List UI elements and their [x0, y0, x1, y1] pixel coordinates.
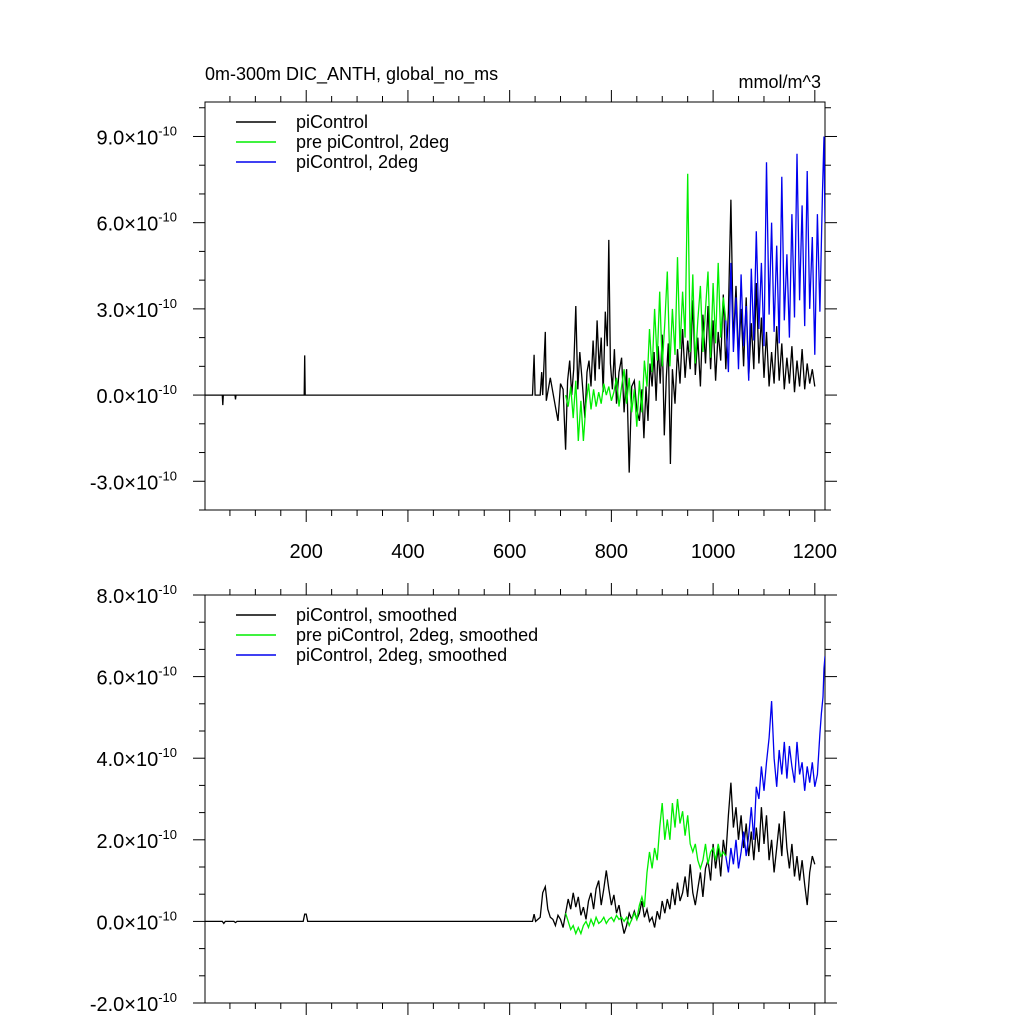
plot-frame [204, 101, 826, 511]
x-tick-label: 600 [493, 541, 526, 563]
y-tick-label: -2.0×10-10 [90, 990, 177, 1016]
y-tick-label: 8.0×10-10 [96, 582, 177, 608]
y-tick-label: 0.0×10-10 [96, 908, 177, 934]
y-tick-label: 3.0×10-10 [96, 296, 177, 322]
legend-label: piControl, 2deg [296, 152, 418, 172]
x-tick-label: 200 [290, 541, 323, 563]
legend-label: piControl, smoothed [296, 605, 457, 625]
units-label: mmol/m^3 [739, 72, 821, 92]
y-tick-label: 0.0×10-10 [96, 382, 177, 408]
series-line-2 [564, 798, 727, 936]
legend-label: pre piControl, 2deg, smoothed [296, 625, 538, 645]
legend-label: pre piControl, 2deg [296, 132, 449, 152]
y-tick-label: 6.0×10-10 [96, 210, 177, 236]
x-tick-label: 400 [391, 541, 424, 563]
bottom-panel: -2.0×10-10 0.0×10-10 2.0×10-10 4.0×10-10 6.0… [90, 582, 837, 1016]
series-line-3 [725, 136, 825, 381]
series-line-2 [564, 173, 727, 442]
legend-label: piControl [296, 112, 368, 132]
y-tick-label: 2.0×10-10 [96, 827, 177, 853]
y-tick-label: 6.0×10-10 [96, 664, 177, 690]
series-line-3 [725, 656, 825, 873]
series-line-1 [205, 782, 816, 934]
y-tick-label: 9.0×10-10 [96, 123, 177, 149]
series-line-1 [205, 199, 816, 473]
chart-title: 0m-300m DIC_ANTH, global_no_ms [205, 64, 498, 85]
legend-label: piControl, 2deg, smoothed [296, 645, 507, 665]
top-panel: 200 400 600 800 1000 1200 -3.0×10-10 0.0×10-10 3… [90, 64, 837, 563]
x-tick-label: 800 [595, 541, 628, 563]
plot-frame [204, 594, 826, 1004]
y-tick-label: 4.0×10-10 [96, 745, 177, 771]
x-tick-label: 1200 [793, 541, 838, 563]
x-tick-label: 1000 [691, 541, 736, 563]
y-tick-label: -3.0×10-10 [90, 468, 177, 494]
